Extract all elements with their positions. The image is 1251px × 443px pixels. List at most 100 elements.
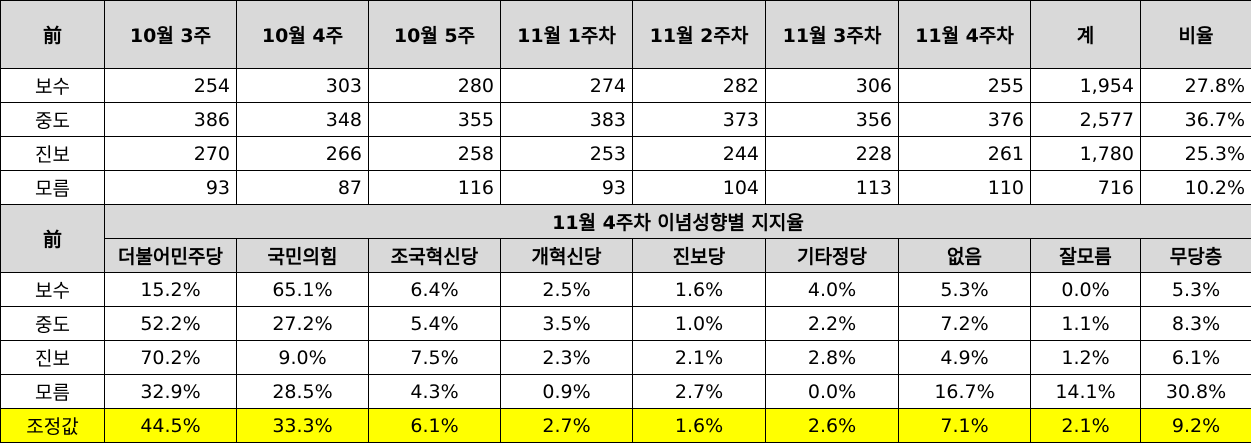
data-cell: 0.0%: [1030, 272, 1141, 307]
corner-cell: 前: [0, 204, 105, 273]
data-cell: 110: [898, 170, 1031, 205]
data-cell: 2.2%: [765, 306, 899, 341]
data-cell: 716: [1030, 170, 1141, 205]
data-cell: 10.2%: [1140, 170, 1251, 205]
row-label: 조정값: [0, 408, 105, 443]
table-row: 중도 52.2% 27.2% 5.4% 3.5% 1.0% 2.2% 7.2% 1.1% 8.3%: [0, 306, 1251, 341]
column-header: 11월 2주차: [632, 0, 766, 69]
row-label: 모름: [0, 170, 105, 205]
table-row: 진보 270 266 258 253 244 228 261 1,780 25.3%: [0, 136, 1251, 171]
column-header: 비율: [1140, 0, 1251, 69]
column-header: 더불어민주당: [104, 238, 237, 273]
column-header: 계: [1030, 0, 1141, 69]
column-header: 기타정당: [765, 238, 899, 273]
column-header: 없음: [898, 238, 1031, 273]
data-cell: 1.6%: [632, 408, 766, 443]
data-cell: 2.7%: [632, 374, 766, 409]
data-cell: 1.0%: [632, 306, 766, 341]
data-cell: 8.3%: [1140, 306, 1251, 341]
data-cell: 3.5%: [500, 306, 633, 341]
row-label: 보수: [0, 272, 105, 307]
data-cell: 30.8%: [1140, 374, 1251, 409]
row-label: 모름: [0, 374, 105, 409]
table-row: 모름 32.9% 28.5% 4.3% 0.9% 2.7% 0.0% 16.7% 14.1% 30…: [0, 374, 1251, 409]
table-row: 중도 386 348 355 383 373 356 376 2,577 36.7%: [0, 102, 1251, 137]
data-cell: 1,954: [1030, 68, 1141, 103]
data-cell: 254: [104, 68, 237, 103]
data-cell: 2.7%: [500, 408, 633, 443]
data-cell: 383: [500, 102, 633, 137]
data-cell: 93: [500, 170, 633, 205]
data-cell: 104: [632, 170, 766, 205]
column-header: 10월 4주: [236, 0, 369, 69]
data-cell: 6.1%: [1140, 340, 1251, 375]
data-cell: 36.7%: [1140, 102, 1251, 137]
data-cell: 52.2%: [104, 306, 237, 341]
data-cell: 356: [765, 102, 899, 137]
column-header: 무당층: [1140, 238, 1251, 273]
data-cell: 306: [765, 68, 899, 103]
column-header: 11월 3주차: [765, 0, 899, 69]
data-cell: 355: [368, 102, 501, 137]
data-cell: 28.5%: [236, 374, 369, 409]
data-cell: 1.1%: [1030, 306, 1141, 341]
table-row: 보수 254 303 280 274 282 306 255 1,954 27.8%: [0, 68, 1251, 103]
data-cell: 7.2%: [898, 306, 1031, 341]
data-cell: 348: [236, 102, 369, 137]
table-row: 모름 93 87 116 93 104 113 110 716 10.2%: [0, 170, 1251, 205]
data-cell: 27.2%: [236, 306, 369, 341]
data-cell: 93: [104, 170, 237, 205]
table-row: 보수 15.2% 65.1% 6.4% 2.5% 1.6% 4.0% 5.3% 0.0% 5.3%: [0, 272, 1251, 307]
column-header: 10월 5주: [368, 0, 501, 69]
column-header: 10월 3주: [104, 0, 237, 69]
column-header: 잘모름: [1030, 238, 1141, 273]
data-cell: 228: [765, 136, 899, 171]
data-cell: 280: [368, 68, 501, 103]
data-cell: 0.9%: [500, 374, 633, 409]
data-cell: 376: [898, 102, 1031, 137]
data-cell: 15.2%: [104, 272, 237, 307]
adjusted-row: 조정값 44.5% 33.3% 6.1% 2.7% 1.6% 2.6% 7.1% 2.1% 9.2…: [0, 408, 1251, 443]
data-cell: 255: [898, 68, 1031, 103]
data-cell: 87: [236, 170, 369, 205]
data-cell: 6.4%: [368, 272, 501, 307]
data-cell: 266: [236, 136, 369, 171]
row-label: 중도: [0, 306, 105, 341]
data-cell: 7.1%: [898, 408, 1031, 443]
column-header: 개혁신당: [500, 238, 633, 273]
data-cell: 2.5%: [500, 272, 633, 307]
data-cell: 2.8%: [765, 340, 899, 375]
data-cell: 261: [898, 136, 1031, 171]
support-title-row: 前 11월 4주차 이념성향별 지지율: [0, 204, 1251, 273]
data-cell: 0.0%: [765, 374, 899, 409]
row-label: 진보: [0, 136, 105, 171]
data-cell: 16.7%: [898, 374, 1031, 409]
data-cell: 7.5%: [368, 340, 501, 375]
data-cell: 14.1%: [1030, 374, 1141, 409]
weekly-header-row: 前 10월 3주 10월 4주 10월 5주 11월 1주차 11월 2주차 11월 3주차…: [0, 0, 1251, 69]
data-cell: 33.3%: [236, 408, 369, 443]
data-cell: 25.3%: [1140, 136, 1251, 171]
data-cell: 303: [236, 68, 369, 103]
data-cell: 5.4%: [368, 306, 501, 341]
data-cell: 27.8%: [1140, 68, 1251, 103]
column-header: 국민의힘: [236, 238, 369, 273]
data-cell: 386: [104, 102, 237, 137]
column-header: 진보당: [632, 238, 766, 273]
data-cell: 9.0%: [236, 340, 369, 375]
section-title: 11월 4주차 이념성향별 지지율: [104, 204, 1251, 239]
data-cell: 1.6%: [632, 272, 766, 307]
data-cell: 32.9%: [104, 374, 237, 409]
data-cell: 2.1%: [632, 340, 766, 375]
data-cell: 1,780: [1030, 136, 1141, 171]
data-cell: 6.1%: [368, 408, 501, 443]
data-cell: 5.3%: [1140, 272, 1251, 307]
data-cell: 70.2%: [104, 340, 237, 375]
data-cell: 116: [368, 170, 501, 205]
data-cell: 373: [632, 102, 766, 137]
data-cell: 253: [500, 136, 633, 171]
data-cell: 2.6%: [765, 408, 899, 443]
row-label: 보수: [0, 68, 105, 103]
column-header: 11월 4주차: [898, 0, 1031, 69]
data-cell: 65.1%: [236, 272, 369, 307]
